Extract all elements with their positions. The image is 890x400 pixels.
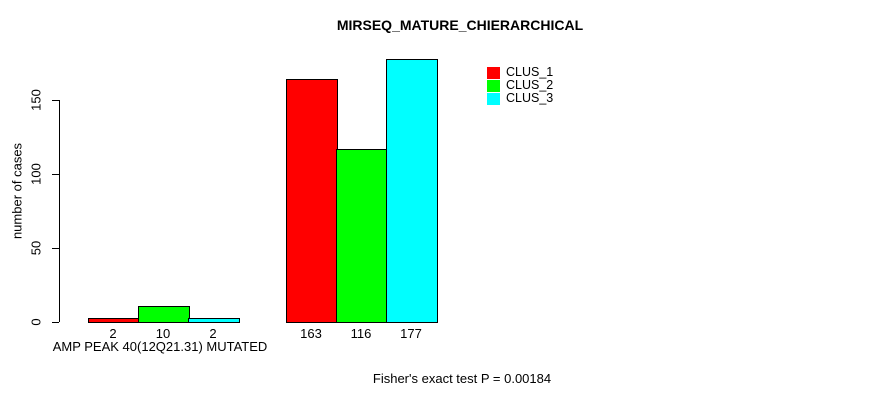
y-axis-tick: [52, 322, 59, 323]
y-tick-label: 100: [28, 163, 44, 185]
bar-value-label: 177: [400, 326, 422, 341]
y-tick-label: 150: [28, 89, 44, 111]
y-axis-tick: [52, 248, 59, 249]
legend-item: CLUS_2: [487, 79, 553, 92]
legend-label: CLUS_1: [506, 65, 554, 79]
bar-clus_2-g1: [138, 306, 190, 323]
legend-swatch: [487, 66, 500, 79]
chart-title: MIRSEQ_MATURE_CHIERARCHICAL: [336, 17, 584, 33]
bar-value-label: 10: [155, 326, 171, 341]
bar-clus_3-g2: [386, 59, 438, 323]
legend-swatch: [487, 79, 500, 92]
legend-item: CLUS_1: [487, 66, 553, 79]
bar-value-label: 163: [300, 326, 322, 341]
y-axis-tick: [52, 174, 59, 175]
fisher-test-note: Fisher's exact test P = 0.00184: [372, 371, 552, 386]
bar-value-label: 2: [109, 326, 117, 341]
legend-label: CLUS_2: [506, 78, 554, 92]
y-tick-label: 0: [28, 318, 44, 326]
bar-clus_2-g2: [336, 149, 388, 323]
x-axis-group-label: AMP PEAK 40(12Q21.31) MUTATED: [52, 339, 268, 354]
bar-clus_3-g1: [188, 318, 240, 323]
legend-item: CLUS_3: [487, 92, 553, 105]
legend-label: CLUS_3: [506, 91, 554, 105]
bar-value-label: 116: [350, 326, 372, 341]
y-tick-label: 50: [28, 240, 44, 256]
y-axis-line: [59, 100, 60, 322]
bar-clus_1-g1: [88, 318, 140, 323]
legend-swatch: [487, 92, 500, 105]
bar-value-label: 2: [209, 326, 217, 341]
legend: CLUS_1 CLUS_2 CLUS_3: [487, 66, 553, 105]
y-axis-tick: [52, 100, 59, 101]
bar-clus_1-g2: [286, 79, 338, 323]
